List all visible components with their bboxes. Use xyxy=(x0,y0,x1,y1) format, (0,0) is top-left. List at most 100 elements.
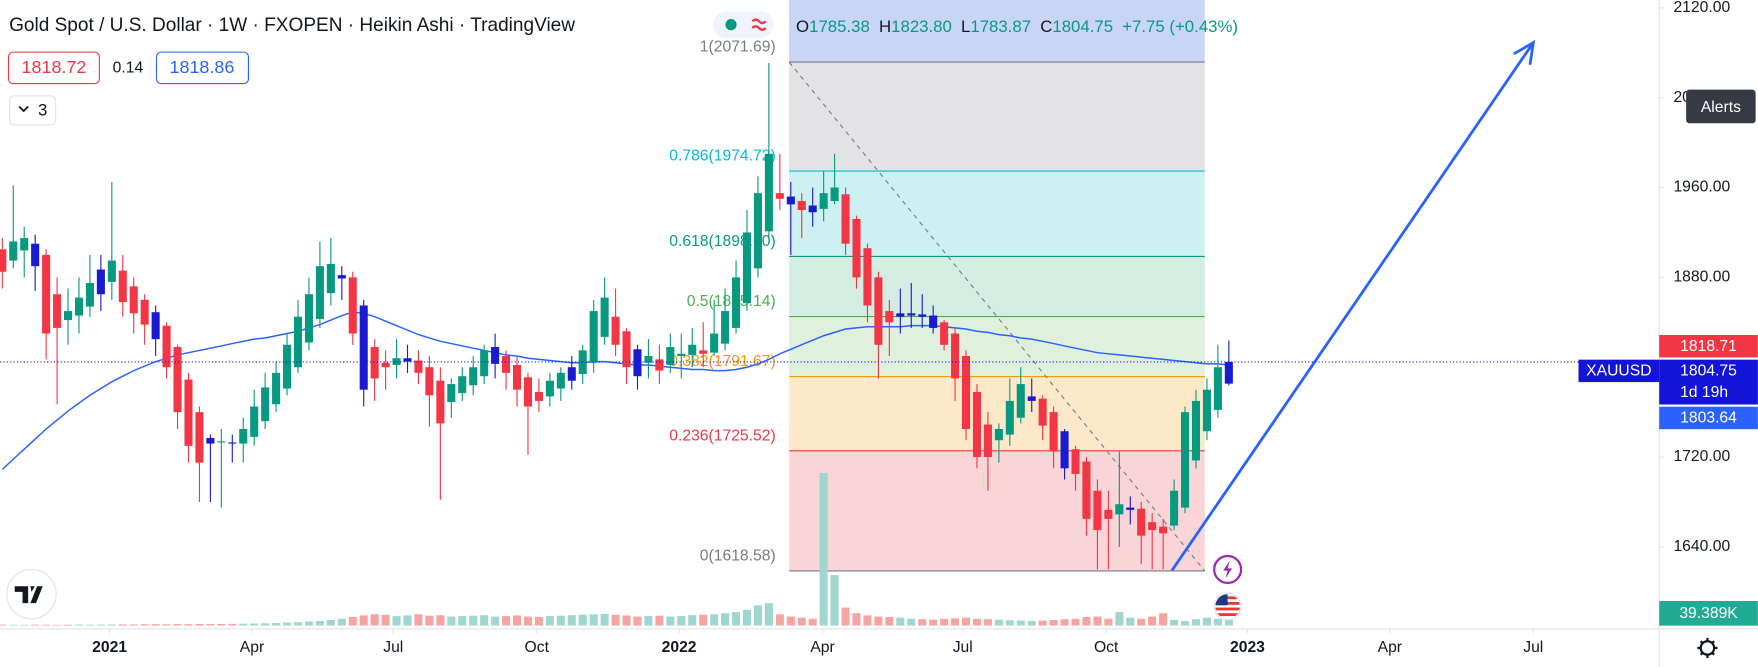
alerts-label: Alerts xyxy=(1701,99,1741,116)
volume-bar xyxy=(1202,617,1211,626)
candle-body xyxy=(173,347,182,413)
candle-body xyxy=(819,193,828,209)
volume-bar xyxy=(272,623,281,626)
logo-mark xyxy=(14,586,43,604)
price-labels: 1818.71 1804.75 1d 19h XAUUSD 1803.64 39.389K xyxy=(1578,335,1758,626)
volume-bar xyxy=(326,619,335,626)
candle-body xyxy=(1005,400,1014,435)
volume-bar xyxy=(129,624,138,626)
fibonacci-retracement: 1(2071.69)0.786(1974.72)0.618(1898.60)0.… xyxy=(669,0,1206,572)
fib-zone xyxy=(789,450,1205,571)
volume-bar xyxy=(852,613,861,626)
candle-body xyxy=(1126,507,1135,510)
volume-bar xyxy=(622,615,631,626)
candle-body xyxy=(732,277,741,328)
volume-bar xyxy=(217,623,226,626)
volume-bar xyxy=(140,624,149,626)
candle-body xyxy=(228,442,237,444)
volume-bar xyxy=(370,614,379,626)
candle-body xyxy=(1115,504,1124,515)
candle-body xyxy=(1093,490,1102,531)
y-tick-label: 2120.00 xyxy=(1673,0,1730,16)
candle-body xyxy=(644,355,653,363)
volume-bar xyxy=(1115,612,1124,626)
candle-body xyxy=(304,294,313,343)
volume-bar xyxy=(545,616,554,626)
volume-bar xyxy=(972,618,982,626)
y-tick-label: 1640.00 xyxy=(1673,538,1730,555)
candle-body xyxy=(326,263,335,294)
candle-body xyxy=(42,254,51,334)
volume-bar xyxy=(721,613,730,626)
candle-body xyxy=(918,314,927,317)
volume-bar xyxy=(655,615,664,626)
candle-body xyxy=(874,277,883,345)
spread: 0.14 xyxy=(113,60,144,77)
data-icon xyxy=(751,18,767,31)
candle-body xyxy=(1170,490,1179,526)
candle-body xyxy=(940,322,949,345)
volume-bar xyxy=(85,624,94,626)
candle-body xyxy=(107,260,116,282)
candle-body xyxy=(480,350,489,377)
ask-price: 1818.86 xyxy=(170,57,235,77)
us-flag xyxy=(1215,594,1240,619)
volume-bar xyxy=(567,615,576,626)
alerts-button[interactable] xyxy=(1686,89,1756,124)
volume-bar xyxy=(732,612,741,626)
volume-bar xyxy=(1005,620,1014,626)
volume-bar xyxy=(994,619,1003,626)
candle-body xyxy=(1159,526,1168,534)
candle-body xyxy=(118,270,127,303)
volume-bar xyxy=(425,615,434,626)
candle-body xyxy=(742,232,752,304)
moving-average xyxy=(1,311,1229,470)
candle-body xyxy=(907,313,916,316)
candle-body xyxy=(808,205,817,213)
candle-body xyxy=(359,305,368,390)
candle-body xyxy=(1213,367,1222,410)
volume-bar xyxy=(337,618,346,626)
candle-body xyxy=(381,362,390,368)
candle-body xyxy=(600,297,609,337)
volume-bar xyxy=(9,624,18,626)
volume-bar xyxy=(600,613,609,626)
candle-body xyxy=(1060,431,1069,469)
volume-bar xyxy=(1159,613,1168,626)
candle-body xyxy=(885,311,894,323)
volume-bar xyxy=(42,624,51,626)
candle-body xyxy=(272,372,281,405)
candle-body xyxy=(841,194,850,244)
indicators-toggle[interactable] xyxy=(9,95,57,126)
candle-body xyxy=(929,315,938,328)
tradingview-logo[interactable] xyxy=(6,568,57,620)
sell-button[interactable] xyxy=(7,51,100,85)
volume-bar xyxy=(1191,619,1201,626)
visibility-toggle[interactable] xyxy=(713,11,774,39)
candle-body xyxy=(983,424,992,458)
price-label-box xyxy=(1659,406,1758,430)
candle-body xyxy=(1082,461,1091,519)
moving-average-line xyxy=(1,311,1229,470)
candle-body xyxy=(556,372,565,389)
x-tick-label: Apr xyxy=(240,639,264,656)
buy-button[interactable] xyxy=(155,51,249,85)
candle-body xyxy=(1224,361,1233,384)
volume-bar xyxy=(808,618,817,626)
candle-body xyxy=(502,355,511,373)
volume-bar xyxy=(688,615,697,626)
x-tick-label: Apr xyxy=(1378,639,1402,656)
volume-bar xyxy=(1027,621,1036,626)
volume-label-box xyxy=(1659,600,1758,626)
lightning-icon xyxy=(1223,560,1233,579)
volume-bar xyxy=(874,616,883,626)
legend-value: 1823.80 xyxy=(891,17,952,36)
chevron-icon xyxy=(18,105,29,113)
volume-bar xyxy=(1126,617,1135,626)
candle-body xyxy=(53,294,62,328)
candle-body xyxy=(283,344,292,389)
candle-body xyxy=(699,350,708,354)
volume-bar xyxy=(315,621,324,626)
candle-body xyxy=(589,311,598,363)
